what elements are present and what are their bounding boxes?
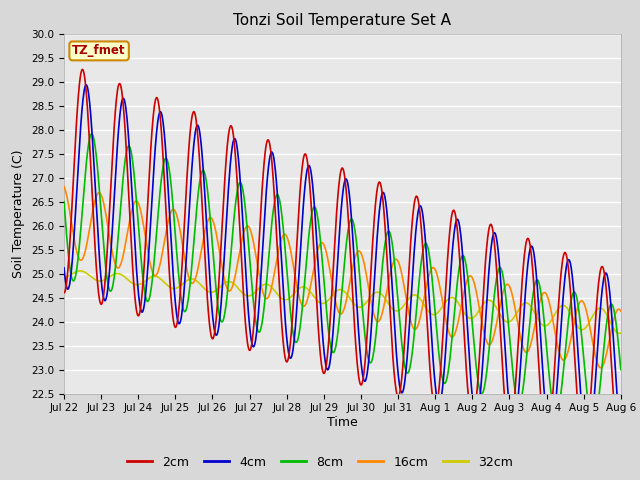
Y-axis label: Soil Temperature (C): Soil Temperature (C)	[12, 149, 26, 278]
Text: TZ_fmet: TZ_fmet	[72, 44, 126, 58]
X-axis label: Time: Time	[327, 416, 358, 429]
Legend: 2cm, 4cm, 8cm, 16cm, 32cm: 2cm, 4cm, 8cm, 16cm, 32cm	[122, 451, 518, 474]
Title: Tonzi Soil Temperature Set A: Tonzi Soil Temperature Set A	[234, 13, 451, 28]
